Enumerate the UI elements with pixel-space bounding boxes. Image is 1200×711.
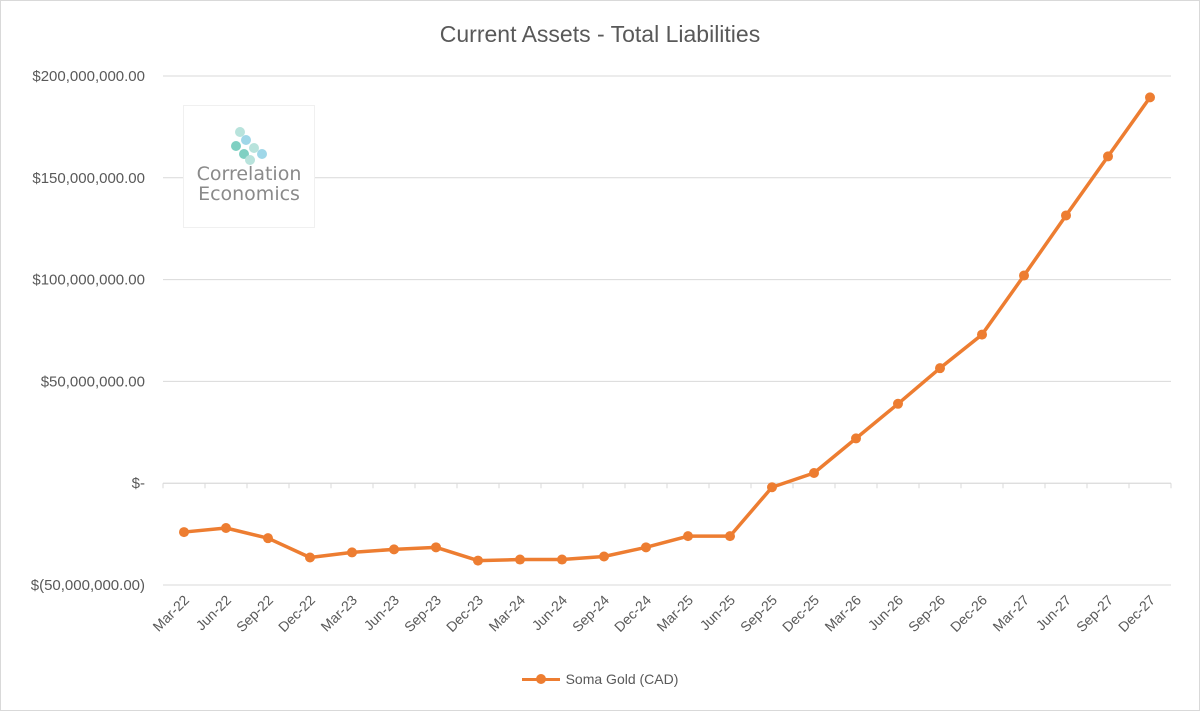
x-tick-label: Jun-22 bbox=[193, 592, 235, 634]
y-tick-label: $100,000,000.00 bbox=[32, 272, 145, 289]
x-tick-label: Dec-26 bbox=[947, 592, 990, 635]
data-point bbox=[263, 533, 273, 544]
series-line bbox=[183, 96, 1152, 563]
x-tick-label: Sep-23 bbox=[401, 592, 444, 635]
x-tick-label: Dec-23 bbox=[443, 592, 486, 635]
x-tick-label: Sep-24 bbox=[569, 592, 612, 635]
data-point bbox=[221, 522, 231, 533]
x-tick-label: Dec-24 bbox=[611, 592, 654, 635]
y-tick-label: $50,000,000.00 bbox=[41, 373, 145, 390]
gridlines bbox=[163, 75, 1171, 586]
legend-label: Soma Gold (CAD) bbox=[565, 671, 679, 687]
data-point bbox=[1061, 210, 1071, 221]
data-point bbox=[977, 329, 987, 340]
data-point bbox=[431, 542, 441, 553]
x-tick-label: Jun-25 bbox=[697, 592, 739, 634]
x-tick-label: Dec-22 bbox=[275, 592, 318, 635]
data-point bbox=[683, 531, 693, 542]
x-tick-label: Mar-24 bbox=[485, 592, 528, 635]
y-tick-label: $150,000,000.00 bbox=[32, 170, 145, 187]
data-point bbox=[515, 554, 525, 565]
x-tick-label: Dec-27 bbox=[1115, 592, 1158, 635]
series-soma-gold bbox=[179, 92, 1155, 566]
y-tick-label: $(50,000,000.00) bbox=[31, 577, 145, 594]
data-point bbox=[935, 363, 945, 374]
x-tick-label: Jun-24 bbox=[529, 592, 571, 634]
data-point bbox=[473, 555, 483, 566]
data-point bbox=[725, 531, 735, 542]
x-tick-label: Mar-27 bbox=[989, 592, 1032, 635]
x-tick-label: Jun-26 bbox=[865, 592, 907, 634]
data-point bbox=[893, 398, 903, 409]
x-tick-label: Jun-23 bbox=[361, 592, 403, 634]
data-point bbox=[1145, 92, 1155, 103]
data-point bbox=[305, 552, 315, 563]
x-tick-label: Jun-27 bbox=[1033, 592, 1075, 634]
watermark-line-1: Correlation bbox=[196, 163, 302, 185]
x-tick-label: Mar-25 bbox=[653, 592, 696, 635]
x-tick-label: Mar-22 bbox=[149, 592, 192, 635]
x-tick-label: Sep-26 bbox=[905, 592, 948, 635]
x-tick-label: Sep-27 bbox=[1073, 592, 1116, 635]
data-point bbox=[641, 542, 651, 553]
watermark-logo-icon bbox=[231, 127, 267, 165]
x-axis bbox=[162, 482, 1172, 489]
data-point bbox=[809, 468, 819, 479]
data-point bbox=[599, 551, 609, 562]
legend-marker bbox=[521, 672, 560, 686]
x-tick-label: Mar-23 bbox=[317, 592, 360, 635]
watermark-logo: Correlation Economics bbox=[183, 105, 315, 228]
data-point bbox=[851, 433, 861, 444]
legend: Soma Gold (CAD) bbox=[1, 671, 1199, 687]
data-point bbox=[1103, 151, 1113, 162]
x-tick-label: Mar-26 bbox=[821, 592, 864, 635]
x-tick-label: Dec-25 bbox=[779, 592, 822, 635]
data-point bbox=[767, 482, 777, 493]
watermark-line-2: Economics bbox=[198, 183, 300, 205]
data-point bbox=[389, 544, 399, 555]
data-point bbox=[557, 554, 567, 565]
y-tick-label: $- bbox=[132, 475, 145, 492]
data-point bbox=[1019, 270, 1029, 281]
y-axis-tick-labels: $200,000,000.00 $150,000,000.00 $100,000,0… bbox=[31, 68, 145, 594]
data-point bbox=[179, 527, 189, 538]
data-point bbox=[347, 547, 357, 558]
chart-title: Current Assets - Total Liabilities bbox=[439, 21, 761, 47]
x-tick-label: Sep-25 bbox=[737, 592, 780, 635]
x-tick-label: Sep-22 bbox=[233, 592, 276, 635]
y-tick-label: $200,000,000.00 bbox=[32, 68, 145, 85]
